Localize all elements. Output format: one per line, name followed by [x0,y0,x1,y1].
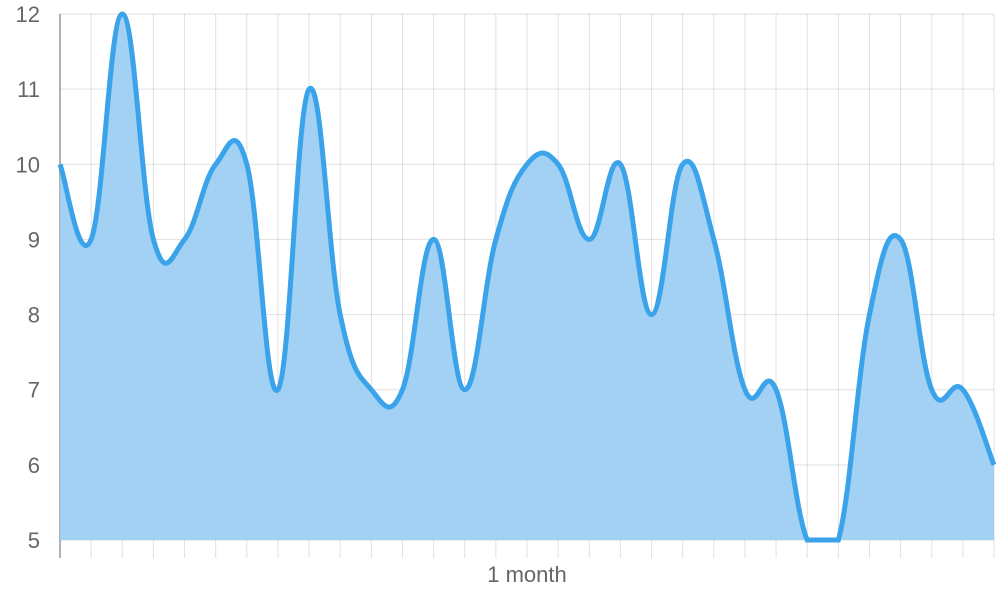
y-tick-label: 5 [28,528,40,553]
y-tick-label: 6 [28,453,40,478]
y-axis: 5 6 7 8 9 10 11 12 [16,2,40,553]
y-tick-label: 7 [28,378,40,403]
y-tick-label: 10 [16,152,40,177]
x-axis-label: 1 month [487,562,567,587]
series-area [60,14,994,540]
y-tick-label: 12 [16,2,40,27]
y-tick-label: 8 [28,303,40,328]
series-line [57,11,997,543]
y-tick-label: 9 [28,227,40,252]
y-tick-label: 11 [17,77,40,102]
